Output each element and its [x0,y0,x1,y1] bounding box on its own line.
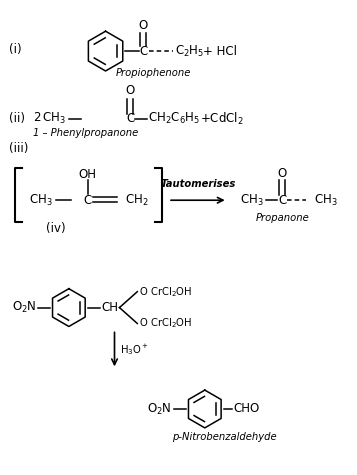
Text: O: O [126,85,135,97]
Text: C: C [139,45,147,57]
Text: $\mathregular{CH_3}$: $\mathregular{CH_3}$ [314,193,338,208]
Text: $\mathregular{CH_3}$: $\mathregular{CH_3}$ [29,193,53,208]
Text: (iii): (iii) [9,142,29,155]
Text: $\mathregular{CH_2}$: $\mathregular{CH_2}$ [125,193,149,208]
Text: $\mathregular{C_2H_5}$: $\mathregular{C_2H_5}$ [175,44,205,58]
Text: Propiophenone: Propiophenone [116,68,191,78]
Text: (ii): (ii) [9,112,25,125]
Text: $\mathregular{O_2N}$: $\mathregular{O_2N}$ [147,401,172,417]
Text: (i): (i) [9,43,22,56]
Text: CHO: CHO [233,402,260,416]
Text: $\mathregular{H_3O^+}$: $\mathregular{H_3O^+}$ [120,342,149,357]
Text: O $\mathregular{CrCl_2OH}$: O $\mathregular{CrCl_2OH}$ [139,317,192,331]
Text: Tautomerises: Tautomerises [160,179,236,189]
Text: CH: CH [102,301,119,314]
Text: $\mathregular{CH_2C_6H_5}$: $\mathregular{CH_2C_6H_5}$ [148,111,200,126]
Text: O: O [139,19,148,32]
Text: OH: OH [79,168,97,181]
Text: C: C [126,112,135,125]
Text: O $\mathregular{CrCl_2OH}$: O $\mathregular{CrCl_2OH}$ [139,285,192,299]
Text: $\mathregular{O_2N}$: $\mathregular{O_2N}$ [11,300,36,315]
Text: $\mathregular{2\,CH_3}$: $\mathregular{2\,CH_3}$ [33,111,66,126]
Text: C: C [84,194,92,207]
Text: O: O [277,167,287,180]
Text: (iv): (iv) [46,221,66,235]
Text: $\mathregular{CH_3}$: $\mathregular{CH_3}$ [240,193,263,208]
Text: C: C [278,194,286,207]
Text: + HCl: + HCl [203,45,237,57]
Text: 1 – Phenylpropanone: 1 – Phenylpropanone [33,128,139,138]
Text: $+\mathregular{CdCl_2}$: $+\mathregular{CdCl_2}$ [200,111,243,127]
Text: Propanone: Propanone [255,213,309,223]
Text: p-Nitrobenzaldehyde: p-Nitrobenzaldehyde [172,432,277,442]
